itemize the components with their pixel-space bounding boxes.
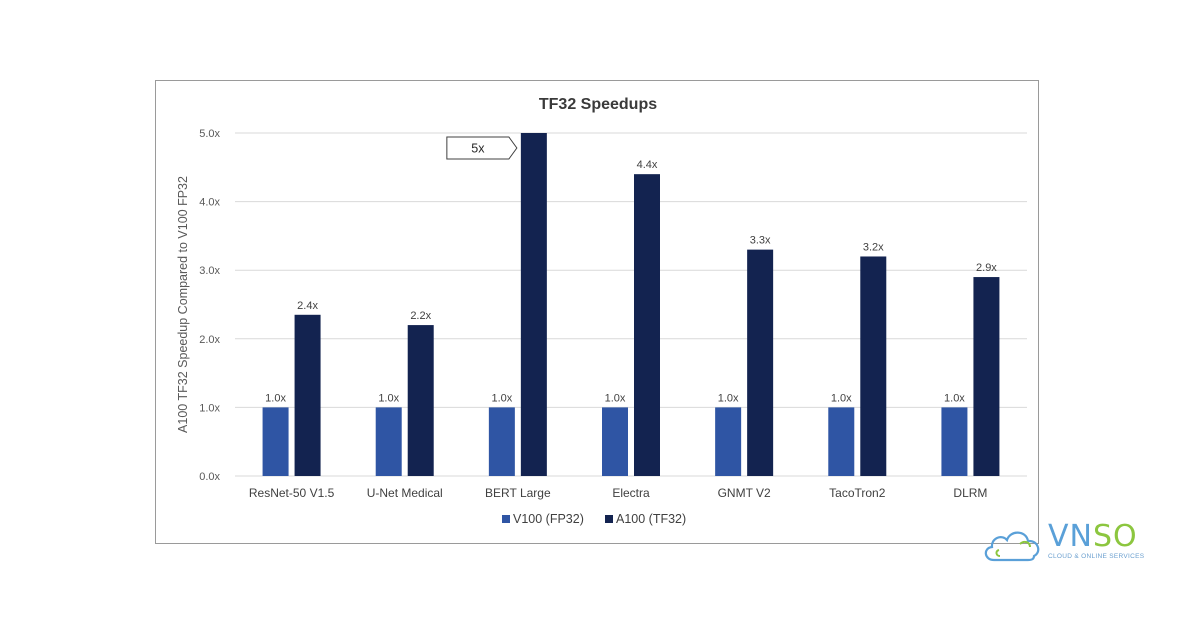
bar-v100 (602, 407, 628, 476)
logo-word-v: VN (1048, 519, 1093, 554)
data-label-a100: 2.2x (410, 310, 431, 322)
chart-svg: TF32 Speedups 0.0x 1.0x 2.0x 3.0x 4.0x 5.0x A10… (176, 96, 1027, 526)
data-label-v100: 1.0x (491, 392, 512, 404)
data-label-v100: 1.0x (944, 392, 965, 404)
annotation-callout (446, 136, 518, 160)
data-label-v100: 1.0x (718, 392, 739, 404)
y-tick-label: 1.0x (199, 402, 220, 414)
bar-a100 (294, 314, 321, 476)
bar-a100 (860, 256, 887, 476)
bar-v100 (828, 407, 855, 476)
cloud-icon (984, 531, 1040, 562)
x-tick-label: DLRM (953, 486, 987, 500)
bar-v100 (715, 407, 742, 476)
x-tick-label: Electra (612, 486, 650, 500)
data-label-a100: 2.4x (297, 300, 318, 312)
bar-a100 (520, 133, 547, 476)
chart-title: TF32 Speedups (539, 96, 657, 113)
data-label-a100: 3.2x (863, 241, 884, 253)
data-label-a100: 2.9x (976, 262, 997, 274)
x-tick-label: TacoTron2 (829, 486, 886, 500)
y-axis-label: A100 TF32 Speedup Compared to V100 FP32 (176, 176, 190, 433)
bar-a100 (973, 277, 1000, 476)
legend-label: A100 (TF32) (616, 512, 686, 526)
bar-v100 (262, 407, 289, 476)
bar-a100 (747, 249, 774, 476)
data-label-v100: 1.0x (831, 392, 852, 404)
logo-wordmark: VNSO (1048, 522, 1138, 552)
data-label-v100: 1.0x (378, 392, 399, 404)
bar-a100 (634, 174, 660, 476)
x-tick-label: U-Net Medical (367, 486, 443, 500)
bar-a100 (407, 325, 434, 476)
y-tick-label: 3.0x (199, 265, 220, 277)
bar-v100 (941, 407, 968, 476)
logo-word-so: SO (1092, 519, 1138, 554)
legend-swatch (605, 515, 613, 523)
data-label-v100: 1.0x (265, 392, 286, 404)
chart-frame: TF32 Speedups 0.0x 1.0x 2.0x 3.0x 4.0x 5.0x A10… (155, 80, 1039, 544)
x-tick-label: GNMT V2 (718, 486, 771, 500)
bar-v100 (375, 407, 402, 476)
data-label-a100: 3.3x (750, 235, 771, 247)
vnso-logo: VNSO CLOUD & ONLINE SERVICES (980, 520, 1150, 568)
y-tick-label: 2.0x (199, 334, 220, 346)
annotation-label: 5x (471, 142, 485, 156)
legend-swatch (502, 515, 510, 523)
data-label-a100: 4.4x (637, 159, 658, 171)
bar-v100 (488, 407, 515, 476)
y-tick-label: 0.0x (199, 471, 220, 483)
y-tick-label: 4.0x (199, 197, 220, 209)
logo-tagline: CLOUD & ONLINE SERVICES (1048, 553, 1145, 560)
x-tick-label: BERT Large (485, 486, 551, 500)
y-tick-label: 5.0x (199, 128, 220, 140)
data-label-v100: 1.0x (605, 392, 626, 404)
x-tick-label: ResNet-50 V1.5 (249, 486, 335, 500)
legend-label: V100 (FP32) (513, 512, 584, 526)
